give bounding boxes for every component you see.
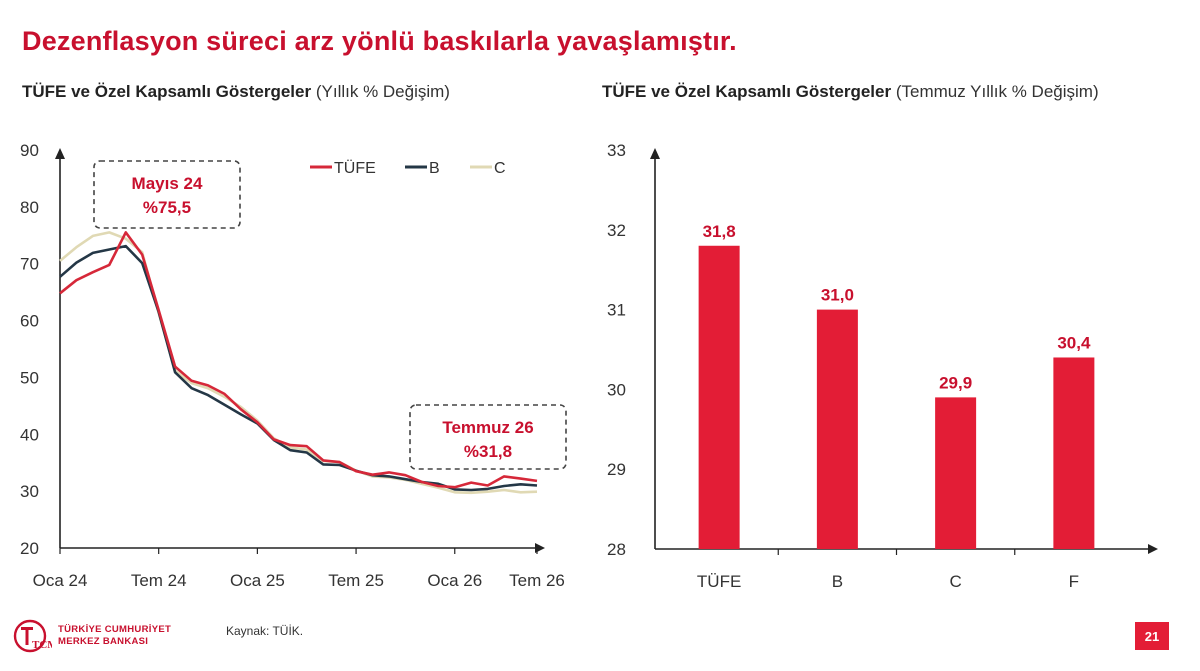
series-line-b — [59, 244, 538, 492]
bar-y-tick-label: 30 — [607, 380, 626, 399]
bar-f — [1053, 357, 1095, 549]
line-chart-title-main: TÜFE ve Özel Kapsamlı Göstergeler — [22, 82, 312, 101]
bar-category-label: TÜFE — [697, 572, 741, 591]
annotation-box — [93, 160, 241, 229]
bar-category-label: F — [1069, 572, 1079, 591]
x-tick-label: Tem 25 — [328, 571, 384, 590]
series-line-tüfe — [59, 231, 538, 489]
x-tick-label: Oca 25 — [230, 571, 285, 590]
bar-tüfe — [698, 245, 740, 549]
bar-y-tick-label: 32 — [607, 221, 626, 240]
annotation-box — [409, 404, 567, 470]
bar-y-tick-label: 31 — [607, 301, 626, 320]
bar-value-label: 31,8 — [703, 222, 736, 241]
bar-b — [816, 309, 858, 549]
x-tick-label: Tem 24 — [131, 571, 187, 590]
page-number: 21 — [1135, 622, 1169, 650]
annotation-line-1: Mayıs 24 — [132, 174, 203, 193]
y-tick-label: 60 — [20, 312, 39, 331]
bar-x-axis-arrow-icon — [1148, 544, 1158, 554]
bar-category-label: B — [832, 572, 843, 591]
legend-label: TÜFE — [334, 159, 376, 177]
y-tick-label: 20 — [20, 539, 39, 558]
logo-line-1: TÜRKİYE CUMHURİYET — [58, 624, 172, 635]
y-tick-label: 50 — [20, 368, 39, 387]
legend-label: B — [429, 160, 440, 177]
legend-label: C — [494, 160, 506, 177]
bar-y-axis-arrow-icon — [650, 148, 660, 159]
bar-y-tick-label: 33 — [607, 141, 626, 160]
tcmb-emblem-icon: TCMB — [13, 619, 52, 653]
x-tick-label: Tem 26 — [509, 571, 565, 590]
bar-value-label: 29,9 — [939, 373, 972, 392]
y-tick-label: 80 — [20, 198, 39, 217]
bar-value-label: 31,0 — [821, 286, 854, 305]
source-note: Kaynak: TÜİK. — [226, 624, 304, 638]
annotation-line-2: %75,5 — [143, 198, 191, 217]
bar-chart-title-unit: (Temmuz Yıllık % Değişim) — [895, 82, 1099, 101]
y-axis-arrow-icon — [55, 148, 65, 159]
x-tick-label: Oca 24 — [33, 571, 88, 590]
annotation-line-1: Temmuz 26 — [442, 418, 533, 437]
bar-value-label: 30,4 — [1057, 333, 1091, 352]
bar-chart-title-main: TÜFE ve Özel Kapsamlı Göstergeler — [602, 82, 892, 101]
annotation-line-2: %31,8 — [464, 442, 512, 461]
line-chart-title: TÜFE ve Özel Kapsamlı Göstergeler (Yıllı… — [22, 82, 450, 102]
line-chart-title-unit: (Yıllık % Değişim) — [315, 82, 450, 101]
bar-category-label: C — [949, 572, 961, 591]
logo-letters: TCMB — [32, 639, 52, 651]
bar-chart: 28 29 30 31 32 33 31,8 TÜFE 31,0 B 29,9 C 30,4 F — [607, 141, 1158, 591]
y-tick-label: 70 — [20, 255, 39, 274]
logo-line-2: MERKEZ BANKASI — [58, 636, 149, 647]
y-tick-label: 90 — [20, 141, 39, 160]
bar-c — [935, 397, 977, 549]
bar-y-tick-label: 29 — [607, 460, 626, 479]
page-headline: Dezenflasyon süreci arz yönlü baskılarla… — [22, 26, 737, 56]
bar-y-tick-label: 28 — [607, 540, 626, 559]
bar-chart-title: TÜFE ve Özel Kapsamlı Göstergeler (Temmu… — [602, 82, 1099, 102]
y-tick-label: 30 — [20, 482, 39, 501]
y-tick-label: 40 — [20, 425, 39, 444]
line-chart: 20 30 40 50 60 70 80 90 Oca 24 Tem 24 Oca 25 Tem 25… — [20, 141, 567, 590]
x-tick-label: Oca 26 — [427, 571, 482, 590]
tcmb-logo: TCMB TÜRKİYE CUMHURİYET MERKEZ BANKASI — [12, 618, 171, 654]
